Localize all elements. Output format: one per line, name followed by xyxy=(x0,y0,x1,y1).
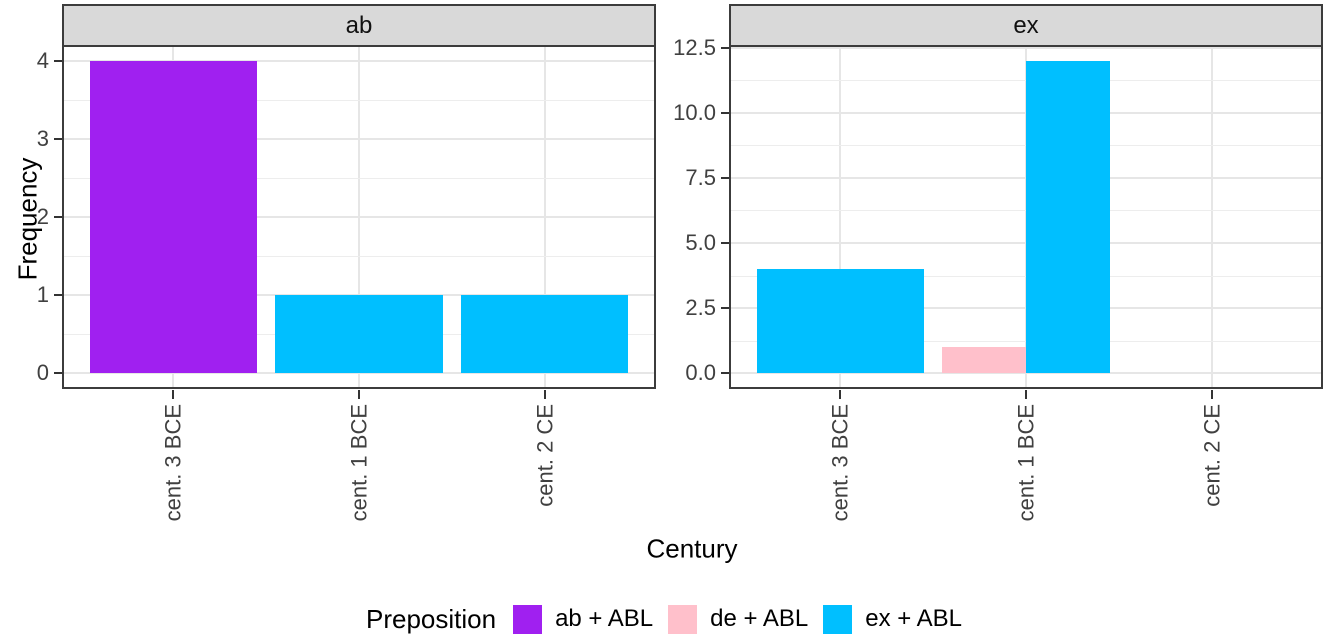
y-tick-label: 5.0 xyxy=(685,230,716,256)
gridline-minor-h xyxy=(62,99,656,101)
gridline-major-h xyxy=(729,372,1323,375)
y-tick-label: 2 xyxy=(36,204,49,229)
legend-label-ex: ex + ABL xyxy=(865,605,962,632)
gridline-major-h xyxy=(729,46,1323,49)
gridline-major-v xyxy=(1210,45,1213,389)
y-tick-label: 7.5 xyxy=(685,164,716,190)
y-tick-mark xyxy=(54,216,62,218)
facet-strip-label: ex xyxy=(1013,11,1039,39)
x-tick-mark xyxy=(358,390,360,399)
gridline-minor-h xyxy=(62,177,656,179)
x-tick-label: cent. 1 BCE xyxy=(1013,404,1039,522)
y-tick-mark xyxy=(721,242,729,245)
y-tick-mark xyxy=(54,372,62,375)
facet-ab: ab 0 1 2 3 4 cent. 3 BCE cent. 1 BCE cent. 2 CE xyxy=(37,4,656,521)
y-tick-mark xyxy=(721,46,729,49)
y-tick-label: 4 xyxy=(36,47,49,73)
y-tick-label: 0 xyxy=(36,360,49,386)
legend-item-de: de + ABL xyxy=(668,604,809,634)
plot-panel-ex: 0.0 2.5 5.0 7.5 10.0 12.5 cent. 3 BCE cent. 1 B… xyxy=(673,35,1323,521)
x-tick-label: cent. 3 BCE xyxy=(160,404,186,522)
x-tick-mark xyxy=(172,390,175,399)
gridline-major-h xyxy=(62,372,656,375)
bar xyxy=(275,295,443,374)
bar xyxy=(89,60,257,374)
bar xyxy=(461,295,629,374)
x-tick-mark xyxy=(1210,390,1213,399)
legend-item-ex: ex + ABL xyxy=(823,604,962,634)
plot-panel-ab: 0 1 2 3 4 cent. 3 BCE cent. 1 BCE cent. 2 CE xyxy=(37,45,656,521)
gridline-minor-h xyxy=(62,256,656,258)
legend-item-ab: ab + ABL xyxy=(513,604,654,634)
legend-label-de: de + ABL xyxy=(710,605,809,632)
y-tick-label: 2.5 xyxy=(685,295,716,321)
bar xyxy=(1026,60,1110,374)
y-tick-label: 0.0 xyxy=(685,360,716,386)
y-tick-mark xyxy=(721,111,729,114)
y-tick-mark xyxy=(54,137,62,140)
facet-ex: ex 0.0 2.5 5.0 7.5 10.0 12.5 cent. 3 BCE cent. … xyxy=(673,4,1323,521)
y-tick-mark xyxy=(721,372,729,375)
legend-swatch-de xyxy=(668,604,698,634)
y-tick-mark xyxy=(54,294,62,297)
gridline-major-h xyxy=(62,137,656,140)
x-tick-mark xyxy=(839,390,842,399)
bar xyxy=(942,347,1026,374)
bar xyxy=(756,269,924,374)
gridline-major-h xyxy=(62,59,656,62)
x-axis-title: Century xyxy=(646,533,738,564)
x-tick-mark xyxy=(543,390,546,399)
x-tick-mark xyxy=(1025,390,1027,399)
x-tick-label: cent. 1 BCE xyxy=(346,404,372,522)
legend-title: Preposition xyxy=(365,603,497,634)
y-tick-mark xyxy=(721,176,729,179)
x-tick-label: cent. 3 BCE xyxy=(827,404,853,522)
y-tick-mark xyxy=(721,307,729,310)
gridline-major-v xyxy=(839,45,842,389)
y-tick-label: 10.0 xyxy=(673,99,716,125)
x-tick-label: cent. 2 CE xyxy=(1199,404,1225,507)
y-tick-label: 3 xyxy=(36,125,49,151)
facet-strip-ab: ab xyxy=(62,4,656,47)
legend-swatch-ex xyxy=(823,604,853,634)
facet-strip-ex: ex xyxy=(729,4,1323,47)
legend-label-ab: ab + ABL xyxy=(555,605,654,632)
legend: Preposition ab + ABL de + ABL ex + ABL xyxy=(0,602,1328,636)
facet-strip-label: ab xyxy=(345,11,373,39)
x-tick-label: cent. 2 CE xyxy=(532,404,558,507)
y-tick-label: 1 xyxy=(36,282,49,308)
gridline-major-h xyxy=(62,216,656,218)
y-tick-label: 12.5 xyxy=(673,34,716,60)
y-tick-mark xyxy=(54,59,62,62)
legend-swatch-ab xyxy=(513,604,543,634)
